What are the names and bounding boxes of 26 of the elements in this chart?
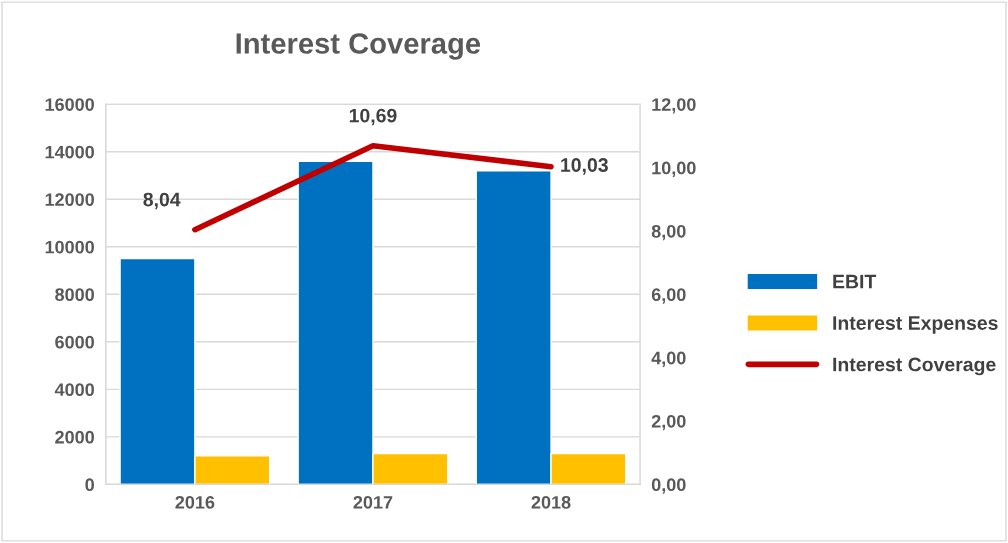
y2-tick-label: 12,00 bbox=[652, 98, 696, 114]
y-tick-label: 10000 bbox=[45, 240, 94, 254]
y-tick-label: 2000 bbox=[55, 430, 94, 444]
chart-title: Interest Coverage bbox=[236, 33, 481, 60]
data-label: 8,04 bbox=[143, 192, 181, 210]
data-label: 10,03 bbox=[561, 158, 608, 175]
y2-tick-label: 0,00 bbox=[651, 478, 686, 494]
y2-tick-label: 6,00 bbox=[651, 288, 686, 304]
y-tick-label: 0 bbox=[85, 478, 94, 492]
y-tick-label: 8000 bbox=[55, 288, 94, 302]
y-tick-label: 16000 bbox=[45, 98, 94, 111]
y-tick-label: 4000 bbox=[54, 383, 94, 397]
y-tick-label: 14000 bbox=[45, 145, 94, 159]
y-tick-label: 6000 bbox=[55, 335, 94, 349]
y2-tick-label: 8,00 bbox=[651, 224, 686, 241]
x-tick-label: 2017 bbox=[353, 495, 393, 509]
y2-tick-label: 10,00 bbox=[652, 161, 696, 177]
legend-label: Interest Expenses bbox=[833, 316, 998, 334]
y-tick-label: 12000 bbox=[45, 193, 94, 206]
y2-tick-label: 4,00 bbox=[651, 351, 686, 367]
x-tick-label: 2016 bbox=[175, 495, 215, 509]
data-label: 10,69 bbox=[349, 108, 397, 126]
y2-tick-label: 2,00 bbox=[651, 414, 686, 431]
legend-label: EBIT bbox=[833, 274, 877, 289]
x-tick-label: 2018 bbox=[531, 495, 571, 509]
legend-label: Interest Coverage bbox=[833, 357, 996, 376]
